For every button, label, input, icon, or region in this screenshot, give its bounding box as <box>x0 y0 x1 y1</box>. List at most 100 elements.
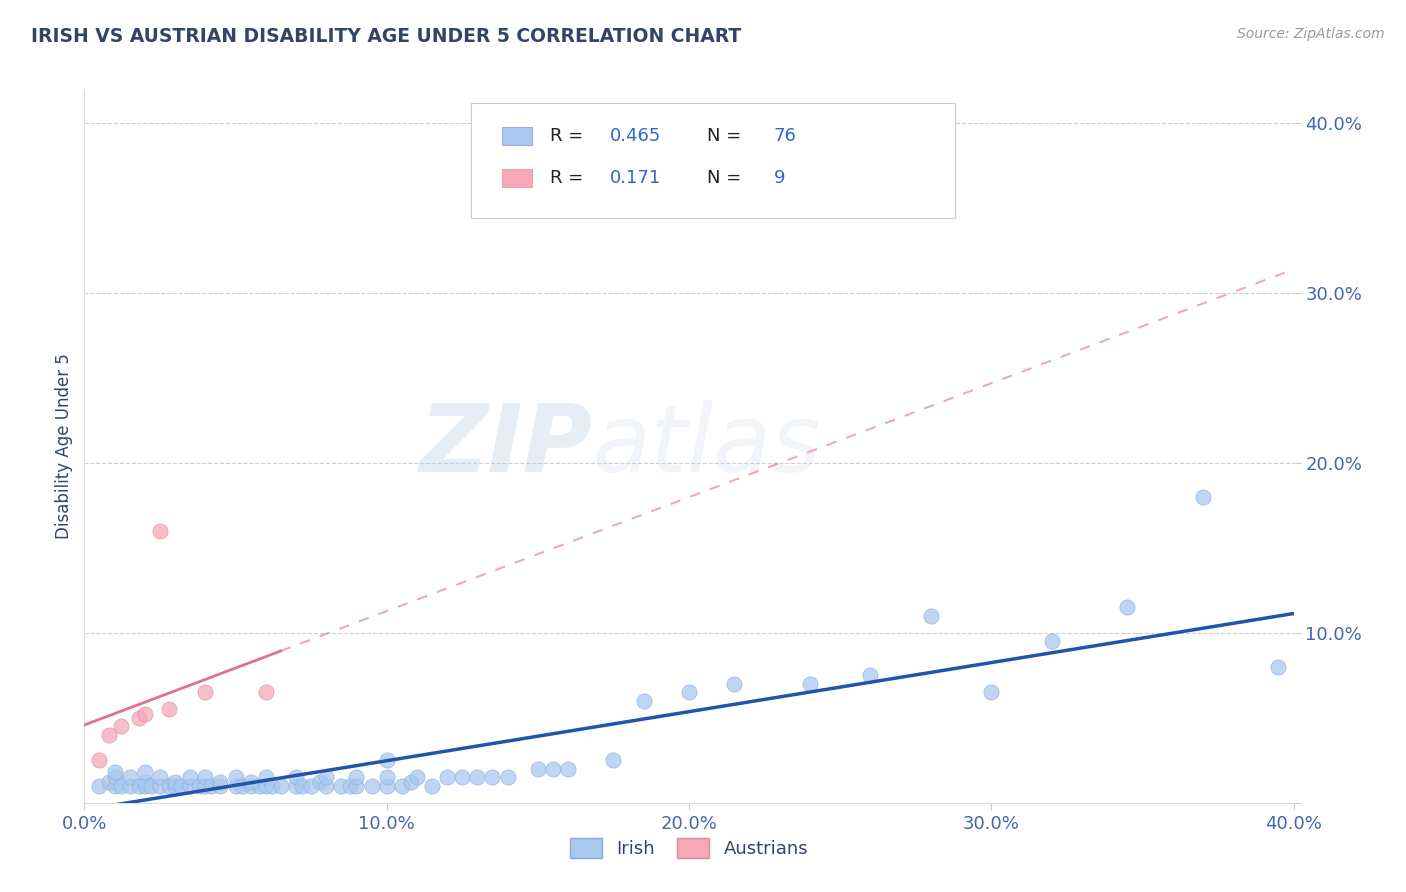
Point <box>270 779 292 793</box>
Text: ZIP: ZIP <box>419 400 592 492</box>
Point <box>309 775 332 789</box>
Point <box>149 779 172 793</box>
Point <box>97 728 120 742</box>
Point <box>149 770 172 784</box>
Point <box>209 779 232 793</box>
Point <box>1116 600 1139 615</box>
Point <box>467 770 489 784</box>
FancyBboxPatch shape <box>502 169 531 187</box>
Point <box>723 677 745 691</box>
Point <box>375 770 398 784</box>
Point <box>225 770 247 784</box>
Point <box>157 702 180 716</box>
Point <box>859 668 882 682</box>
Point <box>557 762 579 776</box>
Point <box>165 775 187 789</box>
Point <box>110 719 132 733</box>
Text: atlas: atlas <box>592 401 821 491</box>
Point <box>346 770 368 784</box>
Text: 0.171: 0.171 <box>610 169 662 187</box>
Text: 76: 76 <box>773 127 796 145</box>
Point <box>375 779 398 793</box>
Point <box>128 711 150 725</box>
Point <box>239 775 262 789</box>
Point <box>239 779 262 793</box>
Point <box>104 770 127 784</box>
Point <box>179 779 201 793</box>
Point <box>678 685 700 699</box>
Point <box>633 694 655 708</box>
Point <box>134 779 156 793</box>
Point <box>254 685 277 699</box>
Point <box>134 775 156 789</box>
Point <box>194 779 217 793</box>
FancyBboxPatch shape <box>471 103 955 218</box>
Point <box>980 685 1002 699</box>
FancyBboxPatch shape <box>502 127 531 145</box>
Text: N =: N = <box>707 169 752 187</box>
Point <box>200 779 222 793</box>
Point <box>541 762 564 776</box>
Text: 0.465: 0.465 <box>610 127 662 145</box>
Point <box>436 770 458 784</box>
Point <box>134 765 156 780</box>
Point <box>260 779 283 793</box>
Point <box>149 524 172 538</box>
Point <box>104 779 127 793</box>
Point <box>128 779 150 793</box>
Point <box>285 779 308 793</box>
Point <box>291 779 314 793</box>
Point <box>1267 660 1289 674</box>
Point <box>170 779 193 793</box>
Text: N =: N = <box>707 127 747 145</box>
Point <box>920 608 942 623</box>
Point <box>89 753 111 767</box>
Point <box>399 775 422 789</box>
Point <box>254 779 277 793</box>
Point <box>188 779 211 793</box>
Point <box>139 779 162 793</box>
Point <box>118 770 141 784</box>
Point <box>118 779 141 793</box>
Point <box>194 685 217 699</box>
Point <box>406 770 429 784</box>
Point <box>330 779 353 793</box>
Point <box>391 779 413 793</box>
Point <box>299 779 322 793</box>
Y-axis label: Disability Age Under 5: Disability Age Under 5 <box>55 353 73 539</box>
Point <box>157 779 180 793</box>
Text: R =: R = <box>550 169 595 187</box>
Point <box>315 779 337 793</box>
Point <box>451 770 474 784</box>
Point <box>134 707 156 722</box>
Point <box>104 765 127 780</box>
Point <box>360 779 382 793</box>
Point <box>194 770 217 784</box>
Point <box>527 762 550 776</box>
Point <box>1040 634 1063 648</box>
Point <box>165 779 187 793</box>
Point <box>209 775 232 789</box>
Point <box>89 779 111 793</box>
Point <box>1192 490 1215 504</box>
Point <box>481 770 503 784</box>
Point <box>231 779 253 793</box>
Point <box>315 770 337 784</box>
Text: 9: 9 <box>773 169 785 187</box>
Point <box>346 779 368 793</box>
Point <box>339 779 361 793</box>
Point <box>420 779 443 793</box>
Point <box>602 753 624 767</box>
Point <box>496 770 519 784</box>
Text: Source: ZipAtlas.com: Source: ZipAtlas.com <box>1237 27 1385 41</box>
Point <box>110 779 132 793</box>
Text: IRISH VS AUSTRIAN DISABILITY AGE UNDER 5 CORRELATION CHART: IRISH VS AUSTRIAN DISABILITY AGE UNDER 5… <box>31 27 741 45</box>
Point <box>225 779 247 793</box>
Point <box>285 770 308 784</box>
Point <box>375 753 398 767</box>
Text: R =: R = <box>550 127 589 145</box>
Point <box>254 770 277 784</box>
Point <box>179 770 201 784</box>
Point <box>97 775 120 789</box>
Point <box>249 779 271 793</box>
